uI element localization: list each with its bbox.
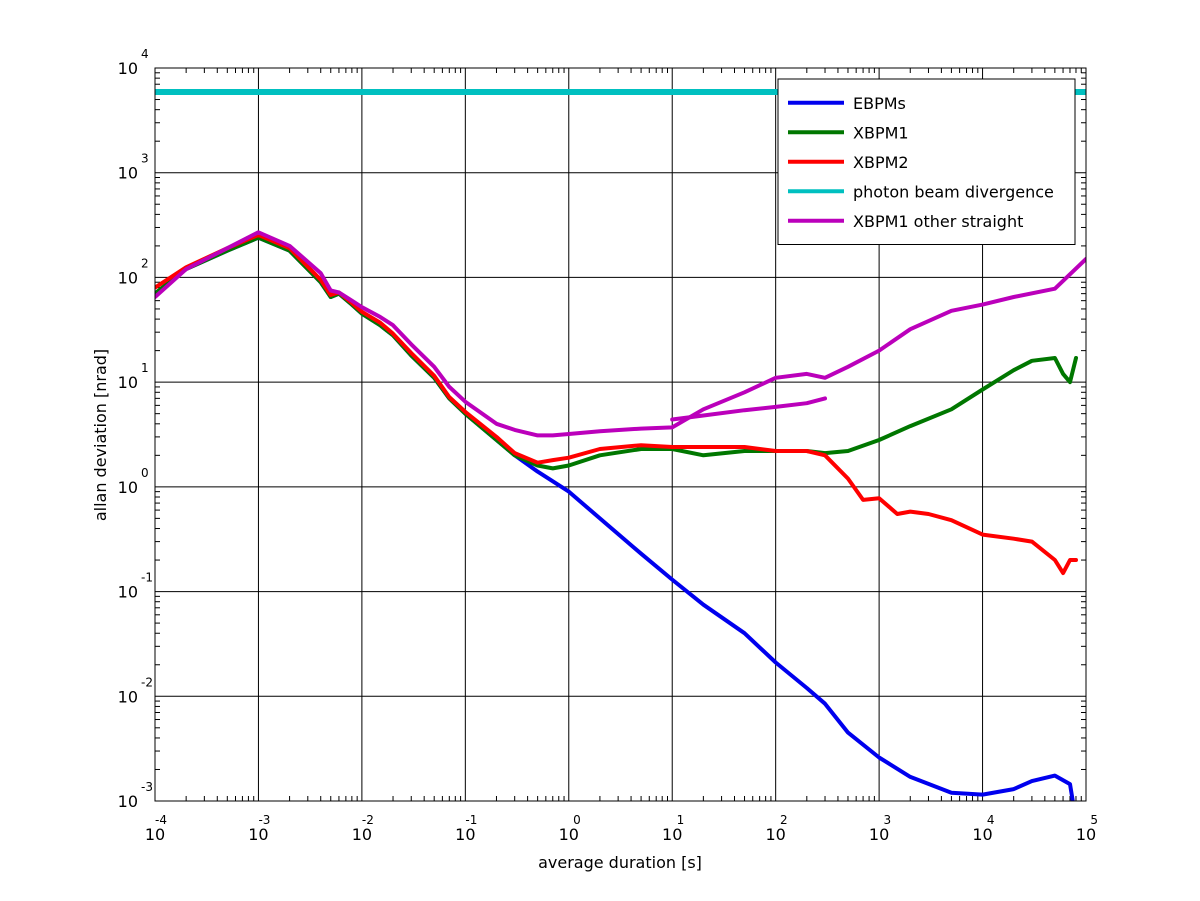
y-tick-exponent: -2 bbox=[141, 675, 153, 689]
x-tick-exponent: 0 bbox=[573, 813, 581, 827]
y-tick-exponent: 4 bbox=[141, 47, 149, 61]
series-line-xbpm1-other-straight bbox=[155, 230, 1086, 438]
y-tick-exponent: 2 bbox=[141, 256, 149, 270]
x-tick-exponent: 2 bbox=[780, 813, 788, 827]
x-tick-label: 10 bbox=[1076, 825, 1096, 844]
y-tick-exponent: 3 bbox=[141, 152, 149, 166]
x-tick-exponent: -1 bbox=[465, 813, 477, 827]
x-tick-exponent: -4 bbox=[155, 813, 167, 827]
x-axis-label: average duration [s] bbox=[538, 853, 702, 872]
y-tick-label: 10 bbox=[118, 478, 138, 497]
y-tick-label: 10 bbox=[118, 268, 138, 287]
x-tick-exponent: 3 bbox=[883, 813, 891, 827]
legend-label-photon-beam-divergence: photon beam divergence bbox=[853, 182, 1054, 201]
series-line-segment-5 bbox=[670, 396, 827, 422]
series-layer bbox=[155, 89, 1086, 801]
ticks-layer bbox=[155, 68, 1086, 801]
x-tick-exponent: 5 bbox=[1090, 813, 1098, 827]
y-tick-label: 10 bbox=[118, 164, 138, 183]
y-tick-label: 10 bbox=[118, 59, 138, 78]
legend-label-xbpm2: XBPM2 bbox=[853, 153, 909, 172]
x-tick-label: 10 bbox=[972, 825, 992, 844]
legend-label-xbpm1-other-straight: XBPM1 other straight bbox=[853, 212, 1023, 231]
y-tick-exponent: 0 bbox=[141, 466, 149, 480]
legend-label-ebpms: EBPMs bbox=[853, 94, 906, 113]
x-tick-label: 10 bbox=[559, 825, 579, 844]
x-tick-label: 10 bbox=[248, 825, 268, 844]
y-tick-label: 10 bbox=[118, 373, 138, 392]
y-tick-exponent: -3 bbox=[141, 780, 153, 794]
y-tick-label: 10 bbox=[118, 687, 138, 706]
x-tick-exponent: 1 bbox=[677, 813, 685, 827]
y-tick-exponent: 1 bbox=[141, 361, 149, 375]
x-tick-exponent: 4 bbox=[987, 813, 995, 827]
x-tick-exponent: -2 bbox=[362, 813, 374, 827]
x-tick-label: 10 bbox=[662, 825, 682, 844]
x-tick-label: 10 bbox=[869, 825, 889, 844]
y-tick-label: 10 bbox=[118, 792, 138, 811]
x-tick-label: 10 bbox=[765, 825, 785, 844]
x-tick-exponent: -3 bbox=[258, 813, 270, 827]
x-tick-label: 10 bbox=[455, 825, 475, 844]
y-axis-label: allan deviation [nrad] bbox=[91, 349, 110, 521]
y-tick-label: 10 bbox=[118, 583, 138, 602]
legend-label-xbpm1: XBPM1 bbox=[853, 123, 909, 142]
x-tick-label: 10 bbox=[352, 825, 372, 844]
x-tick-label: 10 bbox=[145, 825, 165, 844]
y-tick-exponent: -1 bbox=[141, 571, 153, 585]
legend: EBPMs XBPM1 XBPM2 photon beam divergence XBP… bbox=[777, 78, 1076, 245]
plot-frame bbox=[154, 67, 1087, 802]
